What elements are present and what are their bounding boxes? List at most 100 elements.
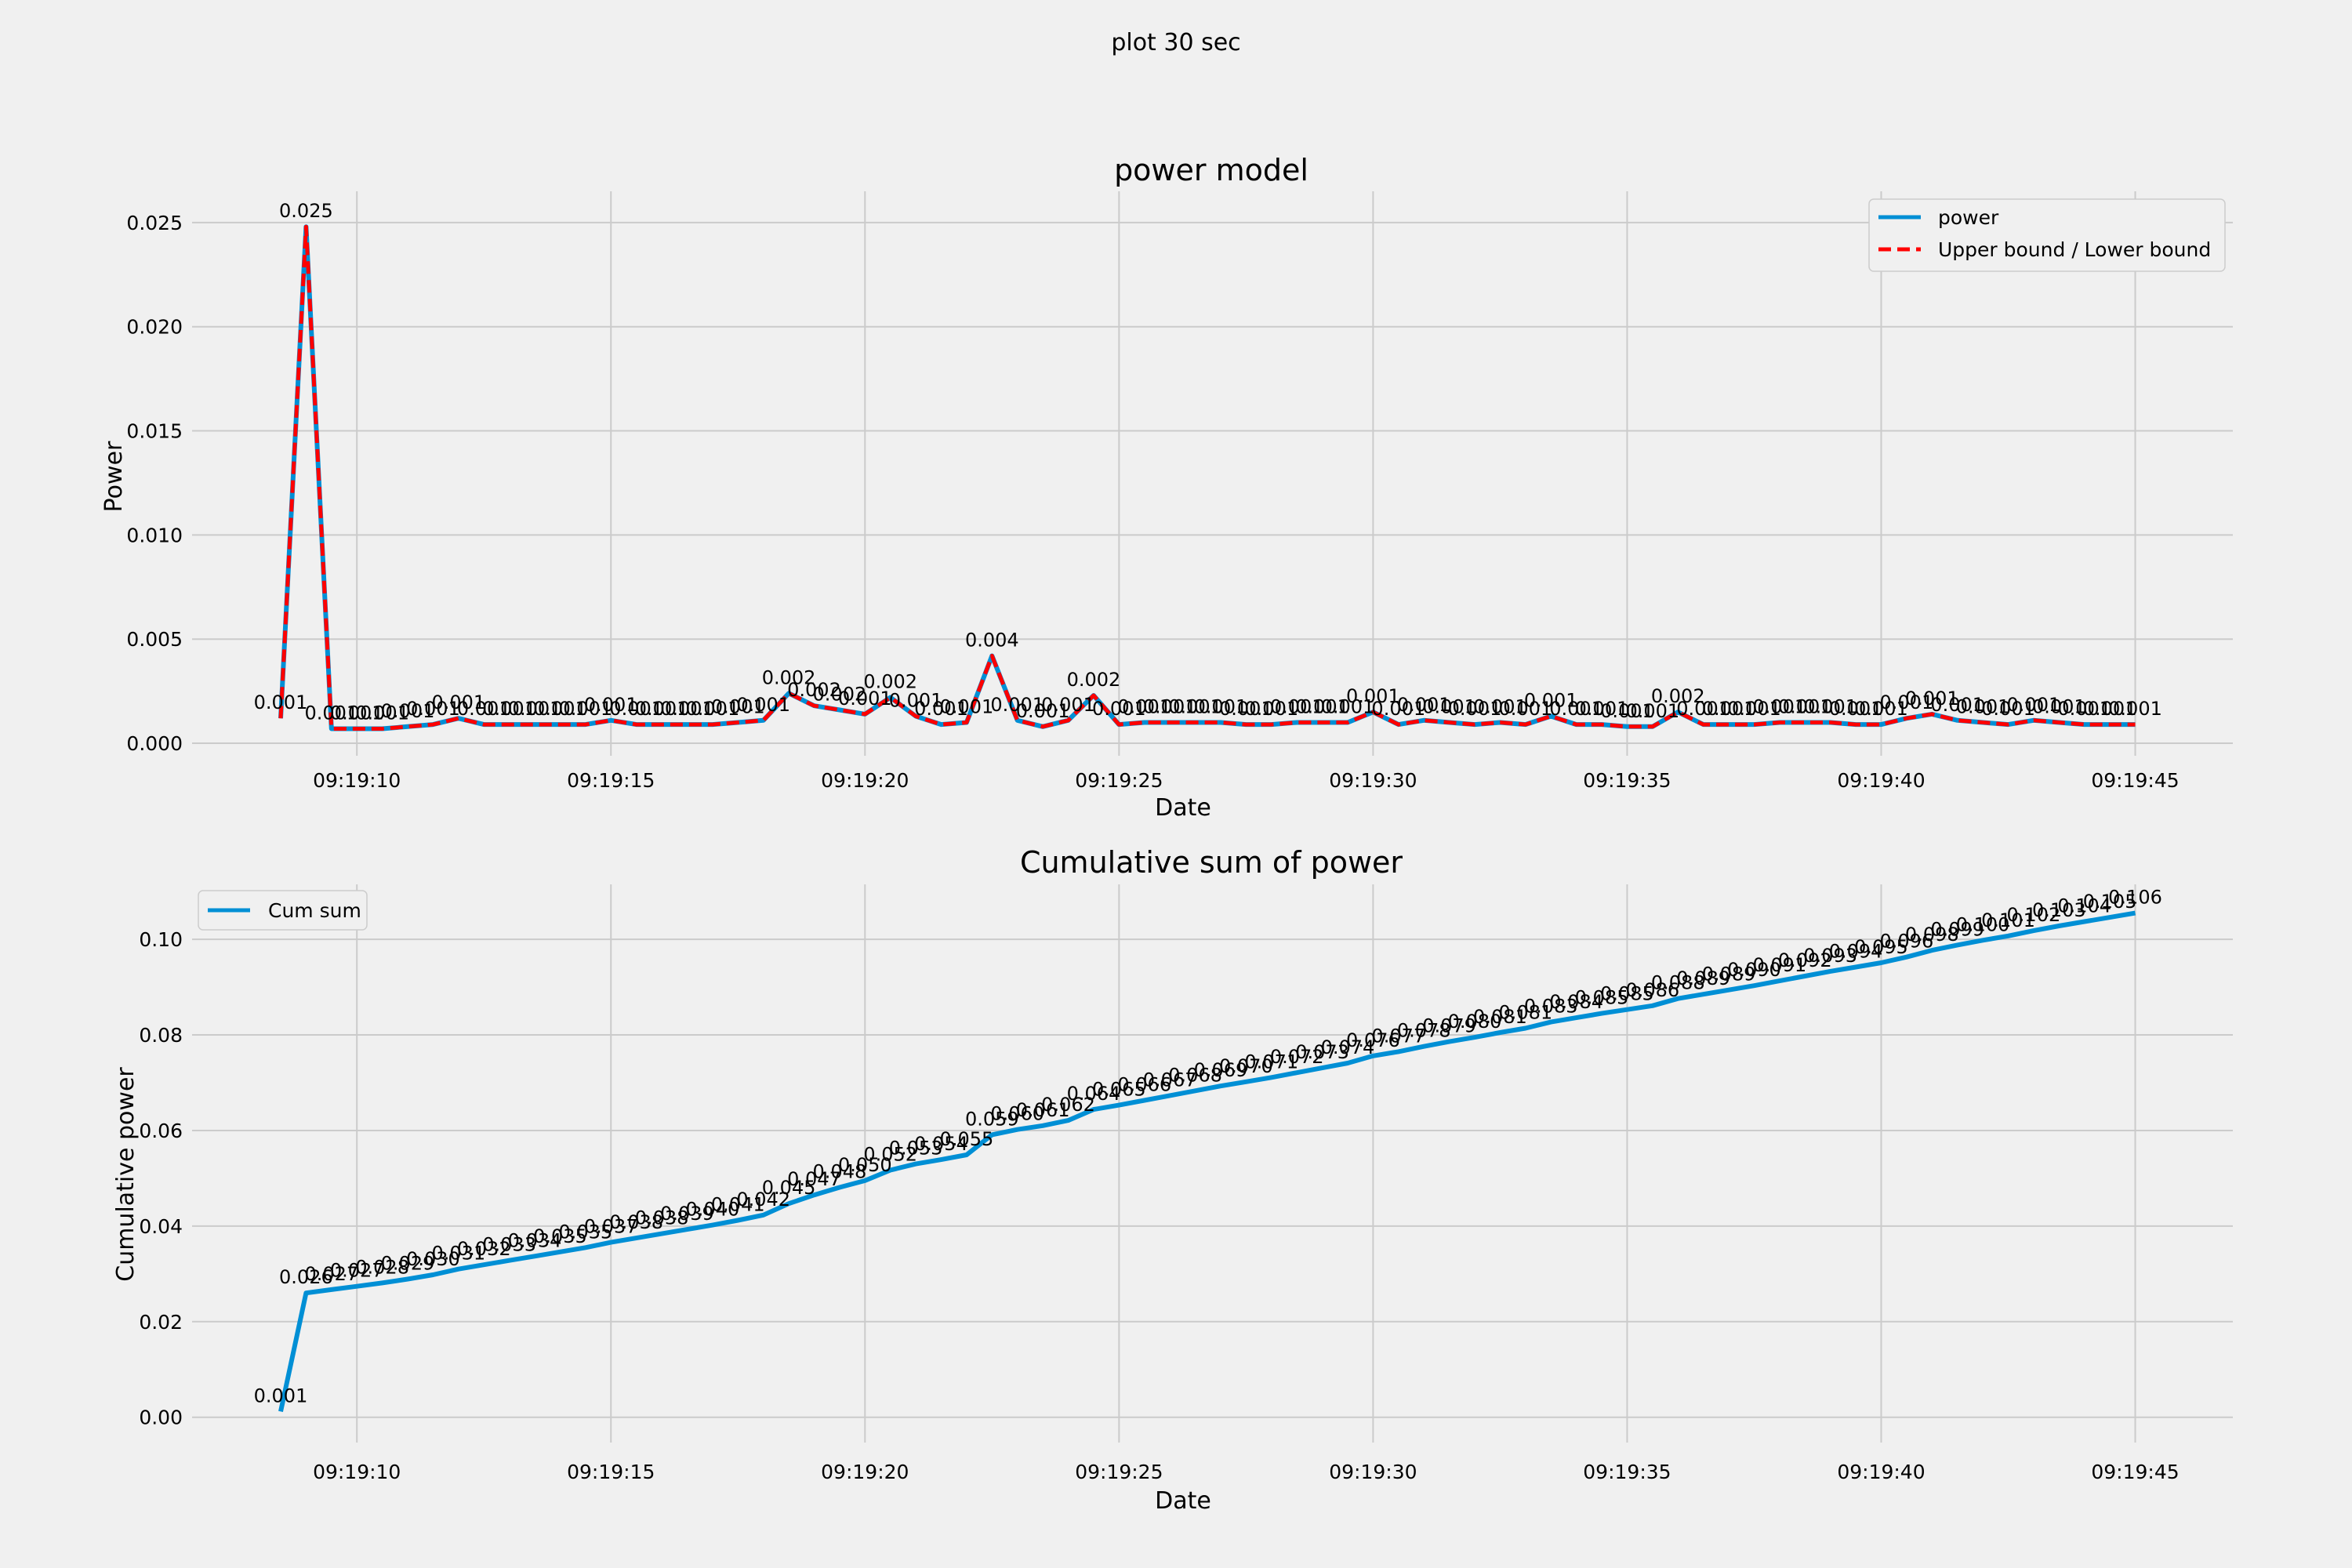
legend-box: [1868, 198, 2226, 272]
data-label: 0.001: [1600, 700, 1654, 722]
data-label: 0.001: [1117, 695, 1171, 717]
x-tick-label: 09:19:20: [821, 769, 909, 792]
data-label: 0.001: [1803, 695, 1857, 717]
data-label: 0.106: [2108, 887, 2162, 909]
data-label: 0.001: [406, 698, 460, 720]
data-label: 0.042: [736, 1189, 790, 1210]
data-label: 0.074: [1321, 1036, 1375, 1058]
data-label: 0.096: [1880, 931, 1934, 953]
data-label: 0.103: [2032, 899, 2086, 921]
data-label: 0.001: [940, 695, 994, 717]
data-label: 0.085: [1575, 987, 1629, 1009]
data-label: 0.068: [1168, 1064, 1222, 1086]
data-label: 0.052: [863, 1144, 917, 1166]
data-label: 0.001: [2007, 694, 2061, 716]
data-label: 0.091: [1752, 954, 1806, 976]
data-label: 0.001: [254, 1385, 308, 1406]
data-label: 0.071: [1244, 1051, 1298, 1073]
data-label: 0.038: [609, 1211, 663, 1233]
data-label: 0.033: [482, 1234, 536, 1256]
legend-cumsum-label: Cum sum: [268, 899, 361, 922]
data-label: 0.025: [279, 200, 333, 222]
power-model-ylabel: Power: [100, 441, 128, 512]
data-label: 0.088: [1651, 972, 1705, 994]
data-label: 0.001: [736, 694, 790, 716]
data-label: 0.084: [1549, 991, 1603, 1013]
data-label: 0.061: [1016, 1099, 1070, 1121]
data-label: 0.069: [1194, 1059, 1248, 1081]
data-label: 0.035: [533, 1225, 587, 1247]
data-label: 0.001: [1752, 695, 1806, 717]
data-label: 0.001: [1676, 698, 1730, 720]
data-label: 0.079: [1422, 1015, 1476, 1037]
y-tick-label: 0.020: [126, 316, 183, 339]
data-label: 0.002: [787, 679, 841, 701]
data-label: 0.001: [660, 698, 714, 720]
data-label: 0.002: [762, 666, 816, 688]
y-tick-label: 0.025: [126, 212, 183, 234]
x-tick-label: 09:19:35: [1583, 1461, 1671, 1483]
data-label: 0.104: [2057, 895, 2111, 917]
data-label: 0.065: [1092, 1079, 1146, 1101]
cumulative-grid: [192, 884, 2233, 1443]
cumulative-title: Cumulative sum of power: [1020, 845, 1403, 880]
data-label: 0.001: [2032, 695, 2086, 717]
x-tick-label: 09:19:45: [2091, 1461, 2179, 1483]
cumulative-series: [278, 910, 2136, 1413]
data-label: 0.001: [1092, 698, 1146, 720]
data-label: 0.081: [1473, 1006, 1527, 1028]
data-label: 0.001: [1880, 691, 1934, 713]
data-label: 0.001: [635, 698, 689, 720]
data-label: 0.080: [1448, 1011, 1502, 1033]
data-label: 0.001: [584, 694, 638, 716]
data-label: 0.001: [2083, 698, 2137, 720]
legend-power-label: power: [1938, 206, 1999, 229]
data-label: 0.001: [1930, 694, 1984, 716]
data-label: 0.054: [914, 1133, 968, 1155]
data-label: 0.001: [990, 694, 1044, 716]
legend-box: [198, 890, 368, 931]
data-label: 0.034: [508, 1229, 562, 1251]
series-line-upper-lower-bound: [278, 224, 2136, 731]
x-tick-label: 09:19:30: [1329, 769, 1417, 792]
x-tick-label: 09:19:40: [1837, 769, 1925, 792]
data-label: 0.102: [2007, 904, 2061, 926]
data-label: 0.085: [1600, 983, 1654, 1005]
series-line-cum-sum: [278, 910, 2136, 1413]
power-model-ticks: 09:19:10 09:19:15 09:19:20 09:19:25 09:19:30…: [126, 212, 2179, 792]
data-label: 0.098: [1905, 924, 1959, 946]
data-label: 0.001: [1727, 698, 1781, 720]
x-tick-label: 09:19:25: [1075, 1461, 1163, 1483]
data-label: 0.001: [1575, 698, 1629, 720]
power-model-legend[interactable]: power Upper bound / Lower bound: [1868, 198, 2226, 272]
data-label: 0.038: [635, 1207, 689, 1229]
data-label: 0.001: [1956, 695, 2010, 717]
data-label: 0.090: [1727, 959, 1781, 981]
data-label: 0.101: [1981, 909, 2035, 931]
data-label: 0.073: [1295, 1041, 1349, 1063]
data-label: 0.060: [990, 1103, 1044, 1125]
y-tick-label: 0.00: [139, 1406, 183, 1429]
x-tick-label: 09:19:35: [1583, 769, 1671, 792]
legend-bound-label: Upper bound / Lower bound: [1938, 238, 2211, 261]
data-label: 0.072: [1270, 1046, 1324, 1068]
x-tick-label: 09:19:40: [1837, 1461, 1925, 1483]
data-label: 0.001: [914, 698, 968, 720]
data-label: 0.001: [457, 698, 511, 720]
y-tick-label: 0.08: [139, 1024, 183, 1047]
data-label: 0.026: [279, 1266, 333, 1288]
data-label: 0.001: [330, 702, 384, 724]
data-label: 0.004: [965, 629, 1019, 651]
data-label: 0.031: [431, 1243, 485, 1265]
data-label: 0.040: [686, 1199, 740, 1221]
cumulative-data-labels: 0.001 0.0260.0270.0270.0280.0290.0300.031…: [254, 887, 2162, 1407]
data-label: 0.001: [1829, 698, 1883, 720]
data-label: 0.001: [2057, 698, 2111, 720]
data-label: 0.001: [1473, 695, 1527, 717]
x-tick-label: 09:19:10: [313, 769, 401, 792]
cumulative-legend[interactable]: Cum sum: [198, 890, 368, 931]
data-label: 0.089: [1676, 967, 1730, 989]
y-tick-label: 0.010: [126, 524, 183, 546]
data-label: 0.001: [1981, 698, 2035, 720]
cumulative-ticks: 09:19:10 09:19:15 09:19:20 09:19:25 09:19:30…: [139, 928, 2179, 1483]
